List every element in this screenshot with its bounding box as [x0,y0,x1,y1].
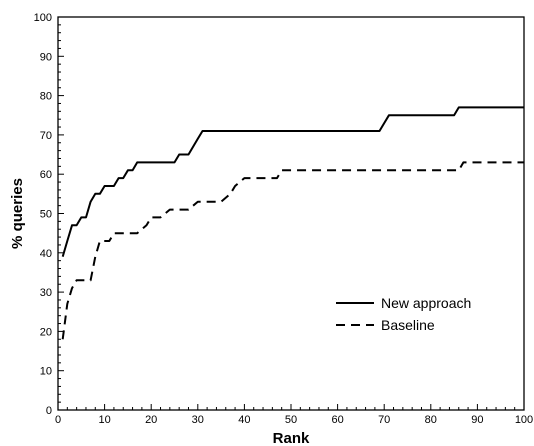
y-tick-label: 10 [40,366,52,378]
series-layer [61,106,524,340]
legend-label-new-approach: New approach [381,295,471,311]
y-axis-title: % queries [9,178,26,249]
y-tick-label: 50 [40,209,52,221]
x-tick-label: 10 [98,414,110,426]
series-line-baseline [61,161,524,340]
legend-label-baseline: Baseline [381,317,435,333]
legend: New approach Baseline [336,295,471,333]
x-tick-label: 30 [192,414,204,426]
series-line-new-approach [61,106,524,257]
x-tick-label: 80 [425,414,437,426]
y-axis: 0 10 20 30 40 50 60 70 80 90 100 [34,12,64,417]
y-tick-label: 100 [34,12,52,24]
x-tick-label: 70 [378,414,390,426]
x-tick-label: 40 [238,414,250,426]
x-tick-label: 0 [55,414,61,426]
y-tick-label: 20 [40,326,52,338]
plot-area [57,16,525,411]
plot-frame [57,16,525,411]
x-axis-title: Rank [273,430,310,446]
y-tick-label: 30 [40,287,52,299]
y-tick-label: 0 [46,405,52,417]
x-tick-label: 50 [285,414,297,426]
x-tick-label: 100 [515,414,533,426]
x-tick-label: 90 [471,414,483,426]
y-tick-label: 40 [40,248,52,260]
y-tick-label: 90 [40,51,52,63]
x-axis: 0 10 20 30 40 50 60 70 80 90 100 [55,404,533,426]
x-tick-label: 60 [331,414,343,426]
x-tick-label: 20 [145,414,157,426]
y-tick-label: 60 [40,169,52,181]
y-tick-label: 80 [40,91,52,103]
y-tick-label: 70 [40,130,52,142]
